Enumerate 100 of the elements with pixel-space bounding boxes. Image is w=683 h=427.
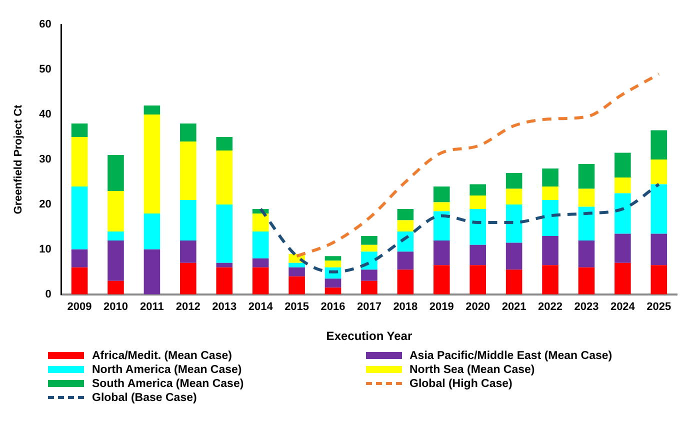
bar bbox=[216, 150, 233, 204]
x-axis-title: Execution Year bbox=[326, 329, 412, 344]
bar bbox=[216, 267, 233, 294]
x-tick-label: 2020 bbox=[466, 301, 490, 314]
bar bbox=[71, 267, 88, 294]
legend-label: North America (Mean Case) bbox=[92, 364, 242, 376]
bar bbox=[542, 236, 558, 266]
x-tick-label: 2010 bbox=[104, 301, 128, 314]
bar bbox=[216, 262, 233, 268]
bar bbox=[470, 195, 486, 209]
x-tick-label: 2024 bbox=[610, 301, 636, 314]
bar bbox=[650, 160, 668, 184]
bar bbox=[614, 234, 631, 263]
bar bbox=[397, 270, 414, 294]
bar bbox=[506, 204, 522, 243]
x-tick-label: 2013 bbox=[212, 301, 237, 314]
legend-label: Global (Base Case) bbox=[92, 392, 197, 404]
bar bbox=[324, 260, 342, 268]
bar bbox=[542, 168, 558, 186]
bar bbox=[288, 276, 305, 294]
bar bbox=[361, 236, 378, 245]
x-tick-label: 2011 bbox=[140, 301, 164, 314]
bar bbox=[252, 258, 269, 268]
bar bbox=[144, 213, 160, 250]
bar bbox=[108, 240, 124, 281]
bar bbox=[324, 256, 342, 261]
y-tick-label: 40 bbox=[39, 108, 52, 121]
x-tick-label: 2021 bbox=[502, 301, 526, 314]
bar bbox=[578, 267, 595, 294]
bar bbox=[614, 152, 631, 178]
bar bbox=[144, 106, 160, 115]
y-tick-label: 30 bbox=[39, 154, 52, 166]
bar bbox=[144, 114, 160, 214]
x-tick-label: 2023 bbox=[574, 301, 599, 314]
bar bbox=[180, 240, 196, 263]
bar bbox=[433, 240, 450, 266]
x-tick-label: 2022 bbox=[538, 301, 563, 314]
y-tick-label: 20 bbox=[39, 198, 52, 210]
bar bbox=[108, 231, 124, 240]
bar bbox=[397, 208, 414, 220]
x-tick-label: 2014 bbox=[248, 301, 274, 314]
bar bbox=[614, 193, 631, 234]
bar bbox=[288, 262, 305, 268]
x-tick-label: 2025 bbox=[646, 301, 672, 314]
bar bbox=[361, 244, 378, 252]
bar bbox=[578, 206, 595, 240]
legend-label: Africa/Medit. (Mean Case) bbox=[92, 350, 232, 362]
bar bbox=[542, 200, 558, 236]
bar bbox=[71, 186, 88, 250]
bar bbox=[614, 177, 631, 194]
x-tick-label: 2015 bbox=[284, 301, 310, 314]
x-tick-label: 2012 bbox=[176, 301, 200, 314]
bar bbox=[361, 280, 378, 294]
bar bbox=[180, 262, 196, 294]
bar bbox=[361, 270, 378, 281]
bar bbox=[144, 249, 160, 294]
bar bbox=[470, 265, 486, 294]
bar bbox=[108, 280, 124, 294]
bar bbox=[650, 234, 668, 266]
bar bbox=[324, 288, 342, 294]
bar bbox=[470, 184, 486, 196]
y-tick-label: 60 bbox=[39, 18, 52, 31]
line-series bbox=[295, 72, 660, 258]
bar bbox=[252, 267, 269, 294]
y-tick-label: 0 bbox=[45, 288, 52, 300]
bar bbox=[324, 278, 342, 288]
bar bbox=[650, 265, 668, 294]
bar bbox=[288, 267, 305, 276]
legend-label: Global (High Case) bbox=[410, 378, 512, 390]
bar bbox=[614, 262, 631, 294]
bar bbox=[506, 270, 522, 294]
x-tick-label: 2018 bbox=[393, 301, 418, 314]
y-tick-label: 10 bbox=[39, 243, 52, 256]
y-axis-title: Greenfield Project Ct bbox=[12, 104, 25, 214]
bar bbox=[180, 200, 196, 240]
x-tick-label: 2017 bbox=[356, 301, 382, 314]
bar bbox=[578, 164, 595, 189]
bar bbox=[433, 211, 450, 240]
bar bbox=[433, 265, 450, 294]
bar bbox=[397, 252, 414, 270]
bar bbox=[252, 213, 269, 232]
bar bbox=[252, 231, 269, 258]
x-tick-label: 2009 bbox=[67, 301, 92, 314]
bar bbox=[470, 244, 486, 266]
bar bbox=[433, 186, 450, 202]
bar bbox=[470, 208, 486, 245]
bar bbox=[71, 124, 88, 138]
legend-label: South America (Mean Case) bbox=[92, 378, 244, 390]
bar bbox=[542, 186, 558, 200]
line-series bbox=[259, 182, 660, 274]
bar bbox=[578, 240, 595, 268]
legend-label: Asia Pacific/Middle East (Mean Case) bbox=[410, 350, 612, 362]
x-tick-label: 2016 bbox=[320, 301, 346, 314]
bar bbox=[542, 265, 558, 294]
bar bbox=[108, 190, 124, 232]
bar bbox=[180, 142, 196, 200]
bar bbox=[216, 204, 233, 263]
bar bbox=[578, 188, 595, 207]
bar bbox=[71, 249, 88, 268]
x-tick-label: 2019 bbox=[429, 301, 454, 314]
